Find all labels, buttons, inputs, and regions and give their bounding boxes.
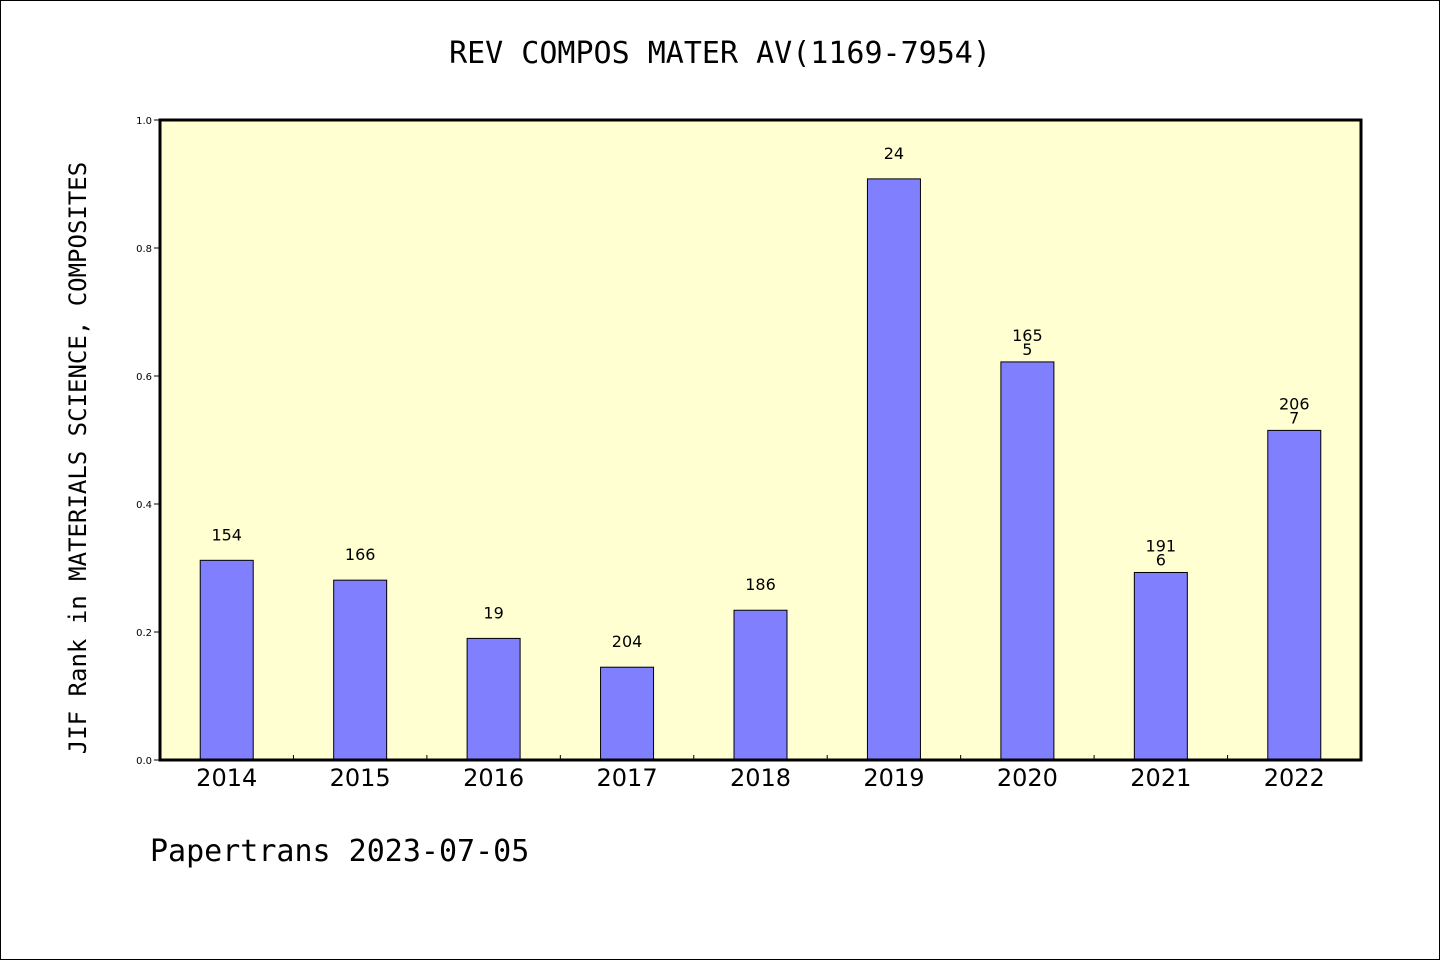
bar: [1267, 429, 1322, 761]
y-tick-label: 1.0: [136, 116, 152, 127]
x-tick-label: 2018: [730, 764, 791, 792]
data-label: 165: [1012, 326, 1043, 345]
x-tick-label: 2015: [330, 764, 391, 792]
data-label: 186: [745, 575, 776, 594]
data-label: 166: [345, 545, 376, 564]
data-label: 24: [884, 144, 904, 163]
x-tick-label: 2016: [463, 764, 524, 792]
y-tick-label: 0.4: [136, 500, 152, 511]
y-tick-label: 0.8: [136, 244, 152, 255]
bar: [466, 637, 521, 761]
data-label: 191: [1146, 536, 1177, 555]
x-tick-label: 2019: [863, 764, 924, 792]
y-tick-label: 0.2: [136, 628, 152, 639]
x-tick-label: 2022: [1264, 764, 1325, 792]
x-tick-label: 2014: [196, 764, 257, 792]
bar: [1000, 361, 1055, 761]
data-label: 154: [211, 525, 242, 544]
plot-border: [158, 118, 1363, 762]
data-label: 206: [1279, 394, 1310, 413]
data-label: 204: [612, 632, 643, 651]
bar: [866, 178, 921, 761]
data-label: 5: [1022, 340, 1032, 359]
data-label: 19: [483, 603, 503, 622]
data-label: 6: [1156, 550, 1166, 569]
x-tick-label: 2017: [597, 764, 658, 792]
x-tick-label: 2020: [997, 764, 1058, 792]
y-tick-label: 0.0: [136, 756, 152, 767]
bar: [199, 559, 254, 761]
x-tick-label: 2021: [1130, 764, 1191, 792]
chart-title: REV COMPOS MATER AV(1169-7954): [449, 36, 991, 71]
bar: [733, 609, 788, 761]
y-tick-label: 0.6: [136, 372, 152, 383]
data-label: 7: [1289, 408, 1299, 427]
bar: [600, 666, 655, 761]
bar: [333, 579, 388, 761]
bar: [1133, 571, 1188, 761]
footer-text: Papertrans 2023-07-05: [150, 834, 530, 869]
